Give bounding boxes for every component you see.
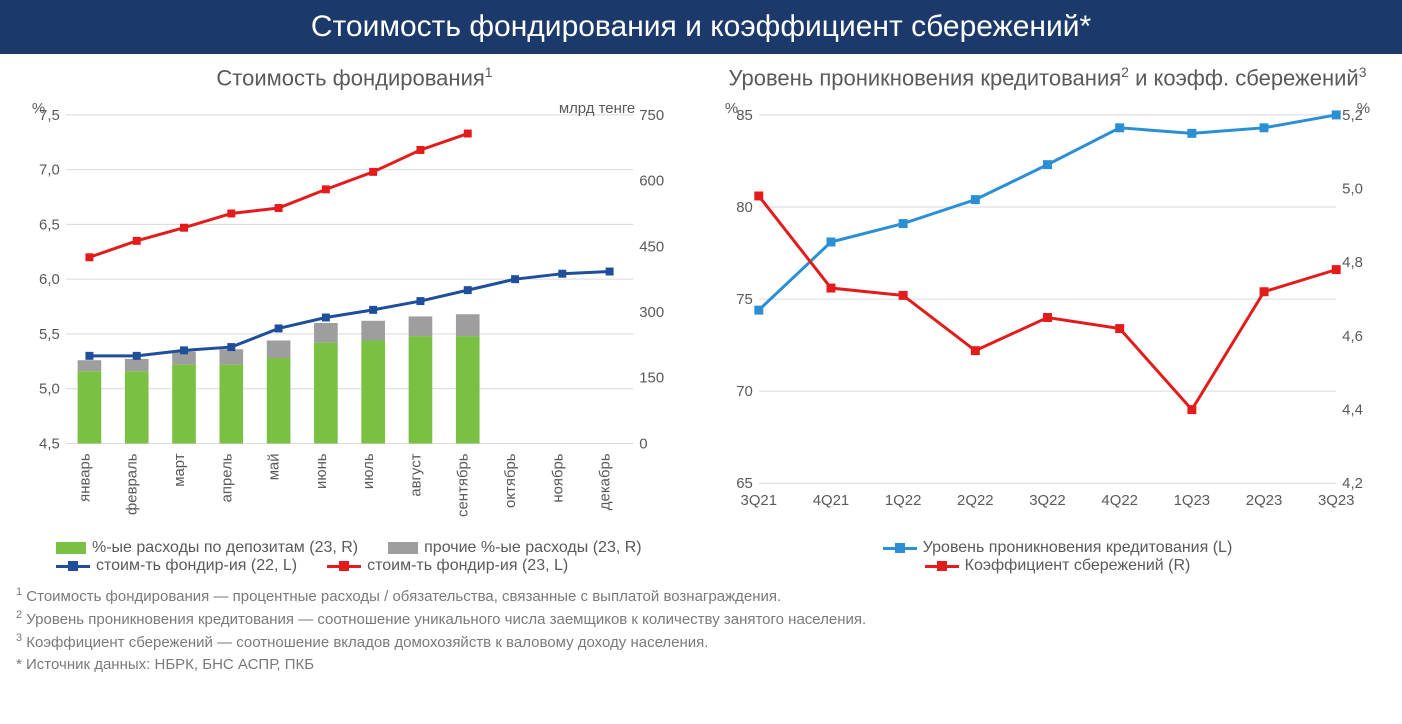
svg-text:0: 0: [639, 436, 647, 453]
svg-text:4Q22: 4Q22: [1101, 492, 1138, 509]
svg-text:600: 600: [639, 173, 664, 190]
svg-text:3Q21: 3Q21: [741, 492, 778, 509]
svg-text:4,6: 4,6: [1342, 328, 1363, 345]
svg-text:6,5: 6,5: [39, 217, 60, 234]
footnote-line: 1 Стоимость фондирования — процентные ра…: [16, 585, 1386, 608]
svg-text:сентябрь: сентябрь: [455, 454, 472, 518]
svg-text:5,5: 5,5: [39, 326, 60, 343]
svg-text:2Q22: 2Q22: [957, 492, 994, 509]
svg-text:%: %: [1357, 100, 1370, 117]
legend-item: Уровень проникновения кредитования (L): [883, 539, 1233, 557]
svg-text:750: 750: [639, 107, 664, 124]
svg-text:март: март: [171, 454, 188, 488]
chart2-column: Уровень проникновения кредитования2 и ко…: [709, 64, 1386, 579]
svg-text:%: %: [725, 100, 738, 117]
svg-text:3Q22: 3Q22: [1029, 492, 1066, 509]
svg-text:85: 85: [736, 107, 753, 124]
footnote-line: 3 Коэффициент сбережений — соотношение в…: [16, 631, 1386, 654]
svg-text:1Q22: 1Q22: [885, 492, 922, 509]
svg-text:70: 70: [736, 383, 753, 400]
svg-text:5,0: 5,0: [1342, 181, 1363, 198]
chart2-legend: Уровень проникновения кредитования (L)Ко…: [709, 533, 1386, 579]
svg-text:4,8: 4,8: [1342, 255, 1363, 272]
svg-text:май: май: [266, 454, 283, 481]
chart1-legend: %-ые расходы по депозитам (23, R) прочие …: [16, 533, 693, 579]
svg-text:75: 75: [736, 291, 753, 308]
svg-text:150: 150: [639, 370, 664, 387]
svg-text:январь: январь: [76, 454, 93, 503]
svg-text:%: %: [32, 100, 45, 117]
chart1-column: Стоимость фондирования1 4,5 5,0 5,5 6,0 6,5 7…: [16, 64, 693, 579]
legend-item: стоим-ть фондир-ия (22, L): [56, 557, 297, 575]
legend-item: прочие %-ые расходы (23, R): [388, 539, 641, 557]
page-title: Стоимость фондирования и коэффициент сбе…: [0, 0, 1402, 54]
svg-text:450: 450: [639, 239, 664, 256]
svg-text:1Q23: 1Q23: [1174, 492, 1211, 509]
svg-text:декабрь: декабрь: [597, 454, 614, 511]
svg-text:7,0: 7,0: [39, 162, 60, 179]
chart1-title: Стоимость фондирования1: [16, 64, 693, 91]
legend-item: Коэффициент сбережений (R): [925, 557, 1191, 575]
svg-text:4,5: 4,5: [39, 436, 60, 453]
svg-text:ноябрь: ноябрь: [549, 454, 566, 503]
svg-text:2Q23: 2Q23: [1246, 492, 1283, 509]
svg-text:октябрь: октябрь: [502, 454, 519, 509]
svg-text:6,0: 6,0: [39, 271, 60, 288]
chart1-svg: 4,55,05,56,06,57,07,50150300450600750%мл…: [16, 95, 693, 533]
chart2-svg: 65707580854,24,44,64,85,05,2%%3Q214Q211Q…: [709, 95, 1386, 533]
svg-text:80: 80: [736, 199, 753, 216]
svg-text:февраль: февраль: [124, 454, 141, 516]
svg-text:300: 300: [639, 304, 664, 321]
svg-text:август: август: [407, 454, 424, 497]
svg-text:3Q23: 3Q23: [1318, 492, 1355, 509]
svg-text:65: 65: [736, 476, 753, 493]
footnote-line: * Источник данных: НБРК, БНС АСПР, ПКБ: [16, 654, 1386, 676]
svg-text:4,2: 4,2: [1342, 476, 1363, 493]
svg-text:4,4: 4,4: [1342, 402, 1363, 419]
svg-text:июнь: июнь: [313, 454, 330, 490]
svg-text:апрель: апрель: [218, 454, 235, 503]
footnote-line: 2 Уровень проникновения кредитования — с…: [16, 608, 1386, 631]
charts-row: Стоимость фондирования1 4,5 5,0 5,5 6,0 6,5 7…: [0, 64, 1402, 579]
legend-item: %-ые расходы по депозитам (23, R): [56, 539, 358, 557]
svg-text:5,0: 5,0: [39, 381, 60, 398]
svg-text:4Q21: 4Q21: [813, 492, 850, 509]
chart2-title: Уровень проникновения кредитования2 и ко…: [709, 64, 1386, 91]
svg-text:июль: июль: [360, 454, 377, 490]
legend-item: стоим-ть фондир-ия (23, L): [327, 557, 568, 575]
svg-text:млрд тенге: млрд тенге: [559, 100, 635, 117]
footnotes: 1 Стоимость фондирования — процентные ра…: [0, 579, 1402, 687]
